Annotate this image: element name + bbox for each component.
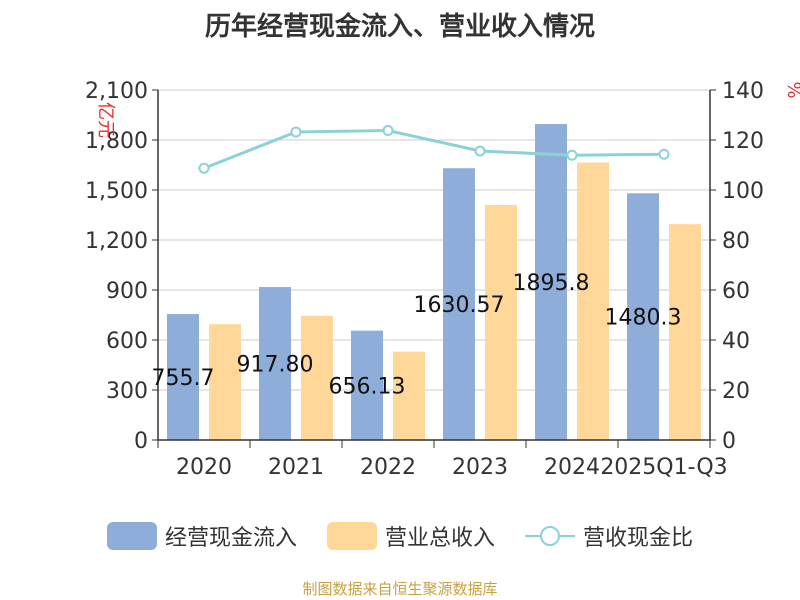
right-tick-label: 100 [722,179,764,204]
labels-layer: 755.7 917.80 656.13 1630.57 1895.8 1480.3 [152,271,682,399]
legend-item-cash-ratio[interactable]: 营收现金比 [525,520,693,552]
bar-revenue [393,351,425,440]
category-label: 2023 [452,455,508,480]
right-tick-label: 0 [722,429,736,454]
ratio-point [658,148,670,160]
bar-cash-inflow [351,330,383,440]
left-tick-label: 0 [134,429,148,454]
legend-label-revenue: 营业总收入 [384,526,495,551]
left-axis-unit-label: 亿元 [95,102,116,138]
ratio-point [566,149,578,161]
left-tick-label: 1,800 [85,129,148,154]
data-label: 1630.57 [414,293,505,318]
legend: 经营现金流入 营业总收入 营收现金比 [0,516,800,556]
right-tick-label: 140 [722,79,764,104]
bar-revenue [669,224,701,440]
ratio-point [290,126,302,138]
right-tick-label: 60 [722,279,750,304]
ratio-point [382,125,394,136]
axes-layer: 0 300 600 900 1,200 1,500 1,800 2,100 0 20 40 60 80 1… [85,79,800,480]
category-label: 2024 [544,455,600,480]
right-tick-label: 20 [722,379,750,404]
right-tick-label: 80 [722,229,750,254]
legend-swatch-revenue [326,522,377,550]
right-tick-label: 40 [722,329,750,354]
bar-cash-inflow [443,168,475,440]
category-label: 2020 [176,455,232,480]
chart-title: 历年经营现金流入、营业收入情况 [204,12,595,42]
bar-revenue [577,162,609,440]
legend-item-cash-inflow[interactable]: 经营现金流入 [106,520,297,552]
category-label: 2025Q1-Q3 [600,455,727,480]
data-label: 1895.8 [513,271,590,296]
data-label: 917.80 [237,353,314,378]
bar-cash-inflow [627,193,659,440]
left-tick-label: 1,500 [85,179,148,204]
data-label: 755.7 [152,366,215,391]
bars-layer [167,124,701,441]
bar-cash-inflow [167,314,199,440]
right-tick-label: 120 [722,129,764,154]
left-tick-label: 900 [106,279,148,304]
legend-label-cash-ratio: 营收现金比 [583,526,694,551]
left-tick-label: 2,100 [85,79,148,104]
bar-revenue [485,205,517,440]
data-label: 1480.3 [605,306,682,331]
bar-revenue [301,315,333,440]
line-layer [198,125,670,174]
bar-revenue [209,324,241,440]
legend-item-revenue[interactable]: 营业总收入 [326,520,495,552]
ratio-line [203,128,665,170]
right-axis-unit-label: % [783,81,800,98]
legend-swatch-cash-ratio [525,522,575,550]
legend-label-cash-inflow: 经营现金流入 [164,526,297,551]
left-tick-label: 600 [106,329,148,354]
ratio-point [198,162,210,174]
category-label: 2021 [268,455,324,480]
legend-swatch-cash-inflow [106,522,157,550]
left-tick-label: 300 [106,379,148,404]
bar-cash-inflow [259,287,291,440]
ratio-point [474,145,486,157]
category-label: 2022 [360,455,416,480]
source-note: 制图数据来自恒生聚源数据库 [302,580,498,598]
left-tick-label: 1,200 [85,229,148,254]
bar-cash-inflow [535,124,567,441]
data-label: 656.13 [329,374,406,399]
